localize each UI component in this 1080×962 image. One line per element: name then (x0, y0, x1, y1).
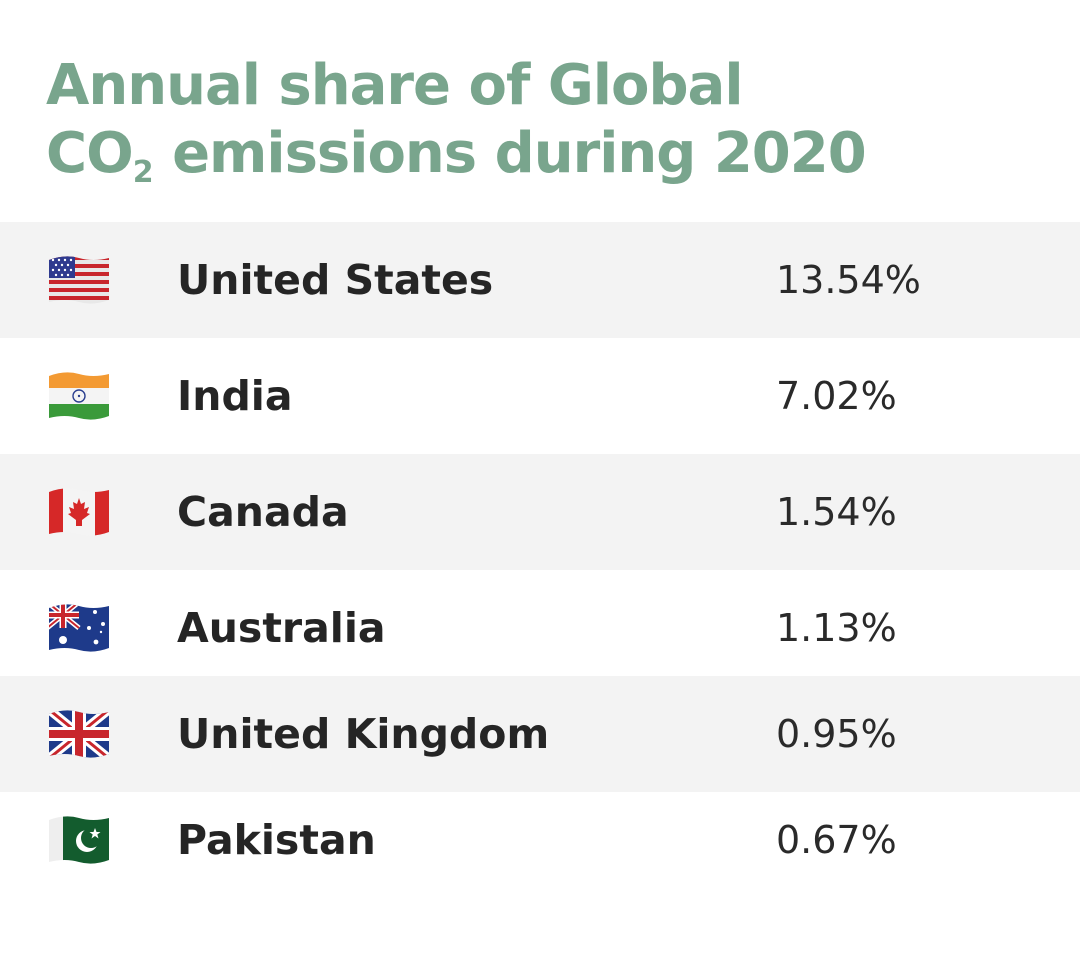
title-line-1: Annual share of Global (46, 53, 744, 118)
share-value: 0.67% (776, 818, 897, 862)
country-name: India (177, 372, 293, 420)
country-name: United Kingdom (177, 710, 550, 758)
chart-title: Annual share of Global CO2 emissions dur… (46, 52, 867, 197)
title-co: CO (46, 121, 134, 186)
table-row: United Kingdom 0.95% (0, 676, 1080, 792)
uk-flag-icon (49, 710, 109, 758)
share-value: 0.95% (776, 712, 897, 756)
table-row: Pakistan 0.67% (0, 782, 1080, 898)
country-name: Australia (177, 604, 386, 652)
canada-flag-icon (49, 488, 109, 536)
india-flag-icon (49, 372, 109, 420)
country-name: Pakistan (177, 816, 376, 864)
share-value: 1.13% (776, 606, 897, 650)
australia-flag-icon (49, 604, 109, 652)
title-subscript: 2 (132, 155, 154, 190)
country-name: United States (177, 256, 494, 304)
country-name: Canada (177, 488, 349, 536)
pakistan-flag-icon (49, 816, 109, 864)
table-row: Australia 1.13% (0, 570, 1080, 686)
us-flag-icon (49, 256, 109, 304)
table-row: India 7.02% (0, 338, 1080, 454)
title-line-2: CO2 emissions during 2020 (46, 120, 867, 197)
share-value: 1.54% (776, 490, 897, 534)
table-row: Canada 1.54% (0, 454, 1080, 570)
table-row: United States 13.54% (0, 222, 1080, 338)
title-suffix: emissions during 2020 (153, 121, 867, 186)
share-value: 13.54% (776, 258, 921, 302)
share-value: 7.02% (776, 374, 897, 418)
